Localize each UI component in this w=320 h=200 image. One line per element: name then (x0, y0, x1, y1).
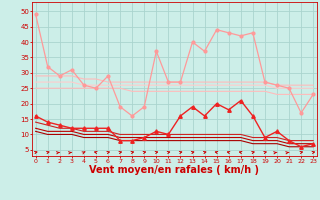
X-axis label: Vent moyen/en rafales ( km/h ): Vent moyen/en rafales ( km/h ) (89, 165, 260, 175)
